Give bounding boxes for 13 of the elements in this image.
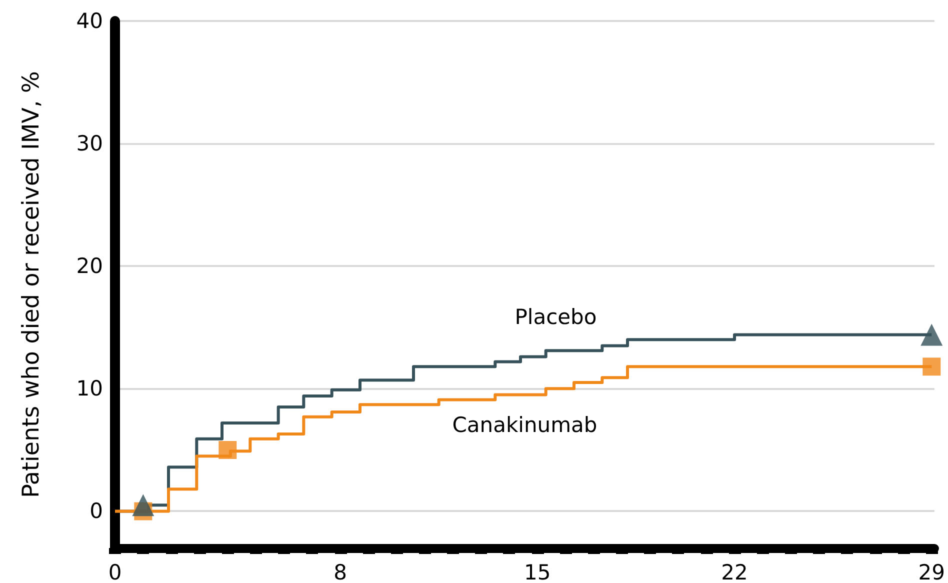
x-tick-label: 0 [108, 560, 122, 583]
y-tick-label: 0 [90, 499, 103, 524]
y-tick-label: 30 [76, 132, 103, 156]
y-tick-label: 10 [76, 376, 103, 401]
x-tick-label: 29 [918, 560, 946, 583]
x-tick-label: 15 [524, 560, 551, 583]
x-tick-label: 22 [721, 560, 748, 583]
y-axis-title: Patients who died or received IMV, % [18, 71, 44, 498]
series-label: Canakinumab [452, 412, 598, 437]
y-tick-label: 20 [76, 254, 103, 278]
series-label: Placebo [514, 304, 597, 329]
y-tick-label: 40 [76, 9, 103, 33]
x-tick-label: 8 [334, 560, 347, 583]
